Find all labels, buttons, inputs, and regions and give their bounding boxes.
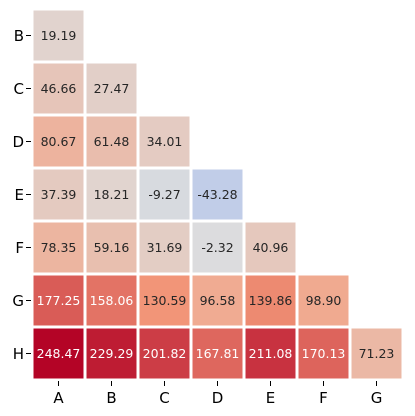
- x-tick-label-A: A: [53, 389, 64, 407]
- heatmap-cell-B-A: [33, 10, 84, 61]
- cell-value-label: 170.13: [302, 346, 346, 361]
- heatmap-cell-E-A: [33, 169, 84, 220]
- x-tick-label-F: F: [319, 389, 328, 407]
- heatmap-cell-F-C: [139, 222, 190, 273]
- heatmap-cell-H-A: [33, 328, 84, 379]
- y-tick-label-F: F: [15, 239, 24, 257]
- cell-value-label: 19.19: [41, 28, 77, 43]
- heatmap-cell-F-B: [86, 222, 137, 273]
- heatmap-cell-F-E: [245, 222, 296, 273]
- x-tick-label-C: C: [159, 389, 169, 407]
- cell-value-label: 201.82: [143, 346, 187, 361]
- cell-value-label: 80.67: [41, 134, 77, 149]
- x-tick-label-G: G: [371, 389, 383, 407]
- x-tick-label-D: D: [212, 389, 224, 407]
- heatmap-cell-E-D: [192, 169, 243, 220]
- cell-value-label: -2.32: [201, 240, 233, 255]
- y-tick-label-E: E: [15, 186, 24, 204]
- cell-value-label: 61.48: [94, 134, 130, 149]
- y-axis: B C D E F G H: [12, 27, 31, 363]
- x-tick-label-B: B: [106, 389, 116, 407]
- heatmap-cell-H-C: [139, 328, 190, 379]
- cell-value-label: 98.90: [306, 293, 342, 308]
- cell-value-label: 130.59: [143, 293, 187, 308]
- cell-value-label: 27.47: [94, 81, 130, 96]
- y-tick-label-D: D: [12, 133, 24, 151]
- cell-value-label: 158.06: [90, 293, 134, 308]
- heatmap-cell-E-B: [86, 169, 137, 220]
- cell-value-label: 31.69: [147, 240, 183, 255]
- heatmap-cell-D-A: [33, 116, 84, 167]
- cell-value-label: 37.39: [41, 187, 77, 202]
- heatmap-cell-F-A: [33, 222, 84, 273]
- y-tick-label-B: B: [14, 27, 24, 45]
- cell-value-label: 34.01: [147, 134, 183, 149]
- cell-value-label: 167.81: [196, 346, 240, 361]
- heatmap-cell-G-A: [33, 275, 84, 326]
- heatmap-cell-H-B: [86, 328, 137, 379]
- heatmap-cell-F-D: [192, 222, 243, 273]
- heatmap-cell-H-F: [298, 328, 349, 379]
- cell-value-label: 211.08: [249, 346, 293, 361]
- cell-value-label: 40.96: [253, 240, 289, 255]
- heatmap-cell-G-B: [86, 275, 137, 326]
- cell-value-label: -9.27: [148, 187, 180, 202]
- y-tick-label-H: H: [13, 345, 24, 363]
- y-tick-label-G: G: [12, 292, 24, 310]
- heatmap-cell-D-C: [139, 116, 190, 167]
- heatmap-cell-D-B: [86, 116, 137, 167]
- y-tick-label-C: C: [14, 80, 24, 98]
- cell-value-label: 139.86: [249, 293, 293, 308]
- heatmap-cell-H-G: [351, 328, 402, 379]
- heatmap-cell-C-B: [86, 63, 137, 114]
- heatmap-cell-G-D: [192, 275, 243, 326]
- heatmap-cell-G-E: [245, 275, 296, 326]
- heatmap-cell-H-D: [192, 328, 243, 379]
- x-axis: A B C D E F G: [53, 381, 382, 407]
- cell-value-label: 248.47: [37, 346, 81, 361]
- cell-value-label: 96.58: [200, 293, 236, 308]
- cell-value-label: 229.29: [90, 346, 134, 361]
- cell-value-label: -43.28: [197, 187, 237, 202]
- cell-value-label: 59.16: [94, 240, 130, 255]
- heatmap-cell-G-C: [139, 275, 190, 326]
- x-tick-label-E: E: [266, 389, 275, 407]
- heatmap-cell-E-C: [139, 169, 190, 220]
- cell-value-label: 177.25: [37, 293, 81, 308]
- cell-value-label: 78.35: [41, 240, 77, 255]
- cell-value-label: 18.21: [94, 187, 130, 202]
- cell-value-label: 46.66: [41, 81, 77, 96]
- heatmap-cell-C-A: [33, 63, 84, 114]
- heatmap-cell-H-E: [245, 328, 296, 379]
- cell-value-label: 71.23: [359, 346, 395, 361]
- heatmap-cells: 19.19 46.66 27.47 80.67 61.48 34.01 37.39 18.21…: [33, 10, 402, 379]
- heatmap-cell-G-F: [298, 275, 349, 326]
